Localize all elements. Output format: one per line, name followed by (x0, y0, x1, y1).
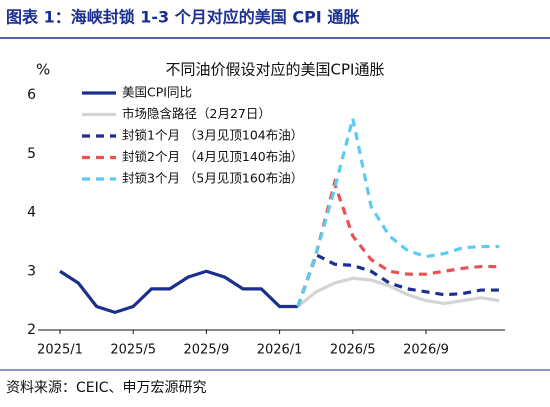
source: 资料来源：CEIC、申万宏源研究 (6, 380, 207, 396)
series-line (296, 252, 500, 308)
y-unit: % (36, 61, 50, 79)
x-tick-label: 2025/9 (184, 343, 230, 358)
legend-label: 封锁1个月 （3月见顶104布油） (122, 128, 303, 143)
y-tick-label: 6 (27, 87, 36, 103)
x-tick-label: 2026/1 (257, 343, 303, 358)
series-line (296, 118, 500, 308)
y-tick-label: 3 (27, 263, 36, 279)
y-tick-label: 5 (27, 146, 36, 162)
chart-title: 不同油价假设对应的美国CPI通胀 (166, 61, 385, 79)
series-line (59, 269, 298, 315)
x-tick-label: 2026/5 (330, 343, 376, 358)
series-line (296, 276, 500, 308)
legend-label: 市场隐含路径（2月27日） (122, 106, 271, 121)
legend-label: 封锁2个月 （4月见顶140布油） (122, 149, 303, 164)
x-tick-label: 2025/5 (110, 343, 156, 358)
y-tick-label: 2 (27, 322, 36, 338)
x-tick-label: 2025/1 (37, 343, 83, 358)
series-line (296, 177, 500, 308)
page-title: 图表 1：海峡封锁 1-3 个月对应的美国 CPI 通胀 (6, 8, 359, 27)
x-tick-label: 2026/9 (403, 343, 449, 358)
legend-label: 美国CPI同比 (122, 85, 192, 100)
legend-label: 封锁3个月 （5月见顶160布油） (122, 171, 303, 186)
y-tick-label: 4 (27, 205, 36, 221)
